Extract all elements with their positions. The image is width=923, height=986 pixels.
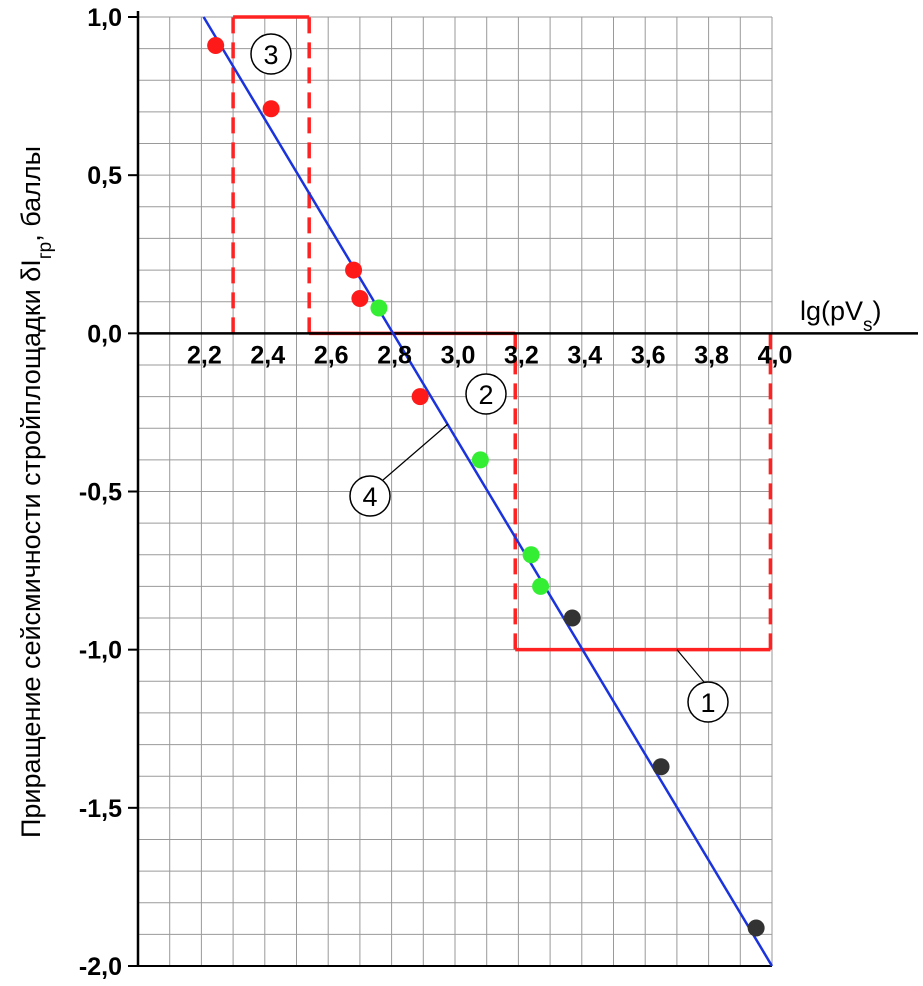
zone-3-label-circle [250,33,292,75]
y-tick-label: -0,5 [79,479,122,507]
points [207,36,765,937]
data-point-series-2 [522,546,540,564]
data-point-series-1 [345,261,363,279]
data-point-series-2 [471,451,489,469]
x-tick-label: 3,8 [694,341,729,369]
y-axis-label: Приращение сейсмичности стройплощадки δI… [16,146,56,838]
axes [128,11,918,967]
x-tick-label: 3,4 [567,341,602,369]
y-tick-label: 0,5 [87,162,122,190]
trend-line [202,16,774,967]
zone-1-label-circle [687,681,729,723]
x-tick-label: 3,0 [441,341,476,369]
x-tick-label: 3,2 [504,341,539,369]
x-tick-label: 2,2 [187,341,222,369]
y-tick-label: 0,0 [87,320,122,348]
data-point-series-1 [207,36,225,54]
zone-1-leader [676,649,705,683]
trend-line-label: 4 [362,482,377,512]
x-tick-label: 2,4 [250,341,285,369]
data-point-series-3 [563,609,581,627]
data-point-series-1 [262,100,280,118]
data-point-series-3 [652,758,670,776]
zone-3-label: 3 [263,40,278,70]
zone-1-label: 1 [700,688,715,718]
x-axis-label: lg(pVs) [800,296,882,336]
y-tick-label: 1,0 [87,4,122,32]
data-point-series-3 [747,919,765,937]
x-tick-label: 3,6 [631,341,666,369]
zone-2-label: 2 [478,380,493,410]
grid [137,16,773,967]
data-point-series-1 [351,290,369,308]
data-point-series-2 [532,577,550,595]
y-tick-label: -1,5 [79,795,122,823]
zone-2-label-circle [465,373,507,415]
y-tick-label: -2,0 [79,953,122,981]
data-point-series-2 [370,299,388,317]
x-tick-label: 2,6 [314,341,349,369]
y-tick-label: -1,0 [79,637,122,665]
x-tick-label: 2,8 [377,341,412,369]
tick-labels: 2,2 2,4 2,6 2,8 3,0 3,2 3,4 3,6 3,8 4,0 1,0 0,5 0,0 -… [79,4,792,981]
trend-line-label-circle [349,475,391,517]
labels: 1 2 3 4 [250,33,729,723]
data-point-series-1 [411,388,429,406]
trend-line-group [202,16,774,967]
x-tick-label: 4,0 [758,341,793,369]
trend-line-leader [382,423,449,481]
